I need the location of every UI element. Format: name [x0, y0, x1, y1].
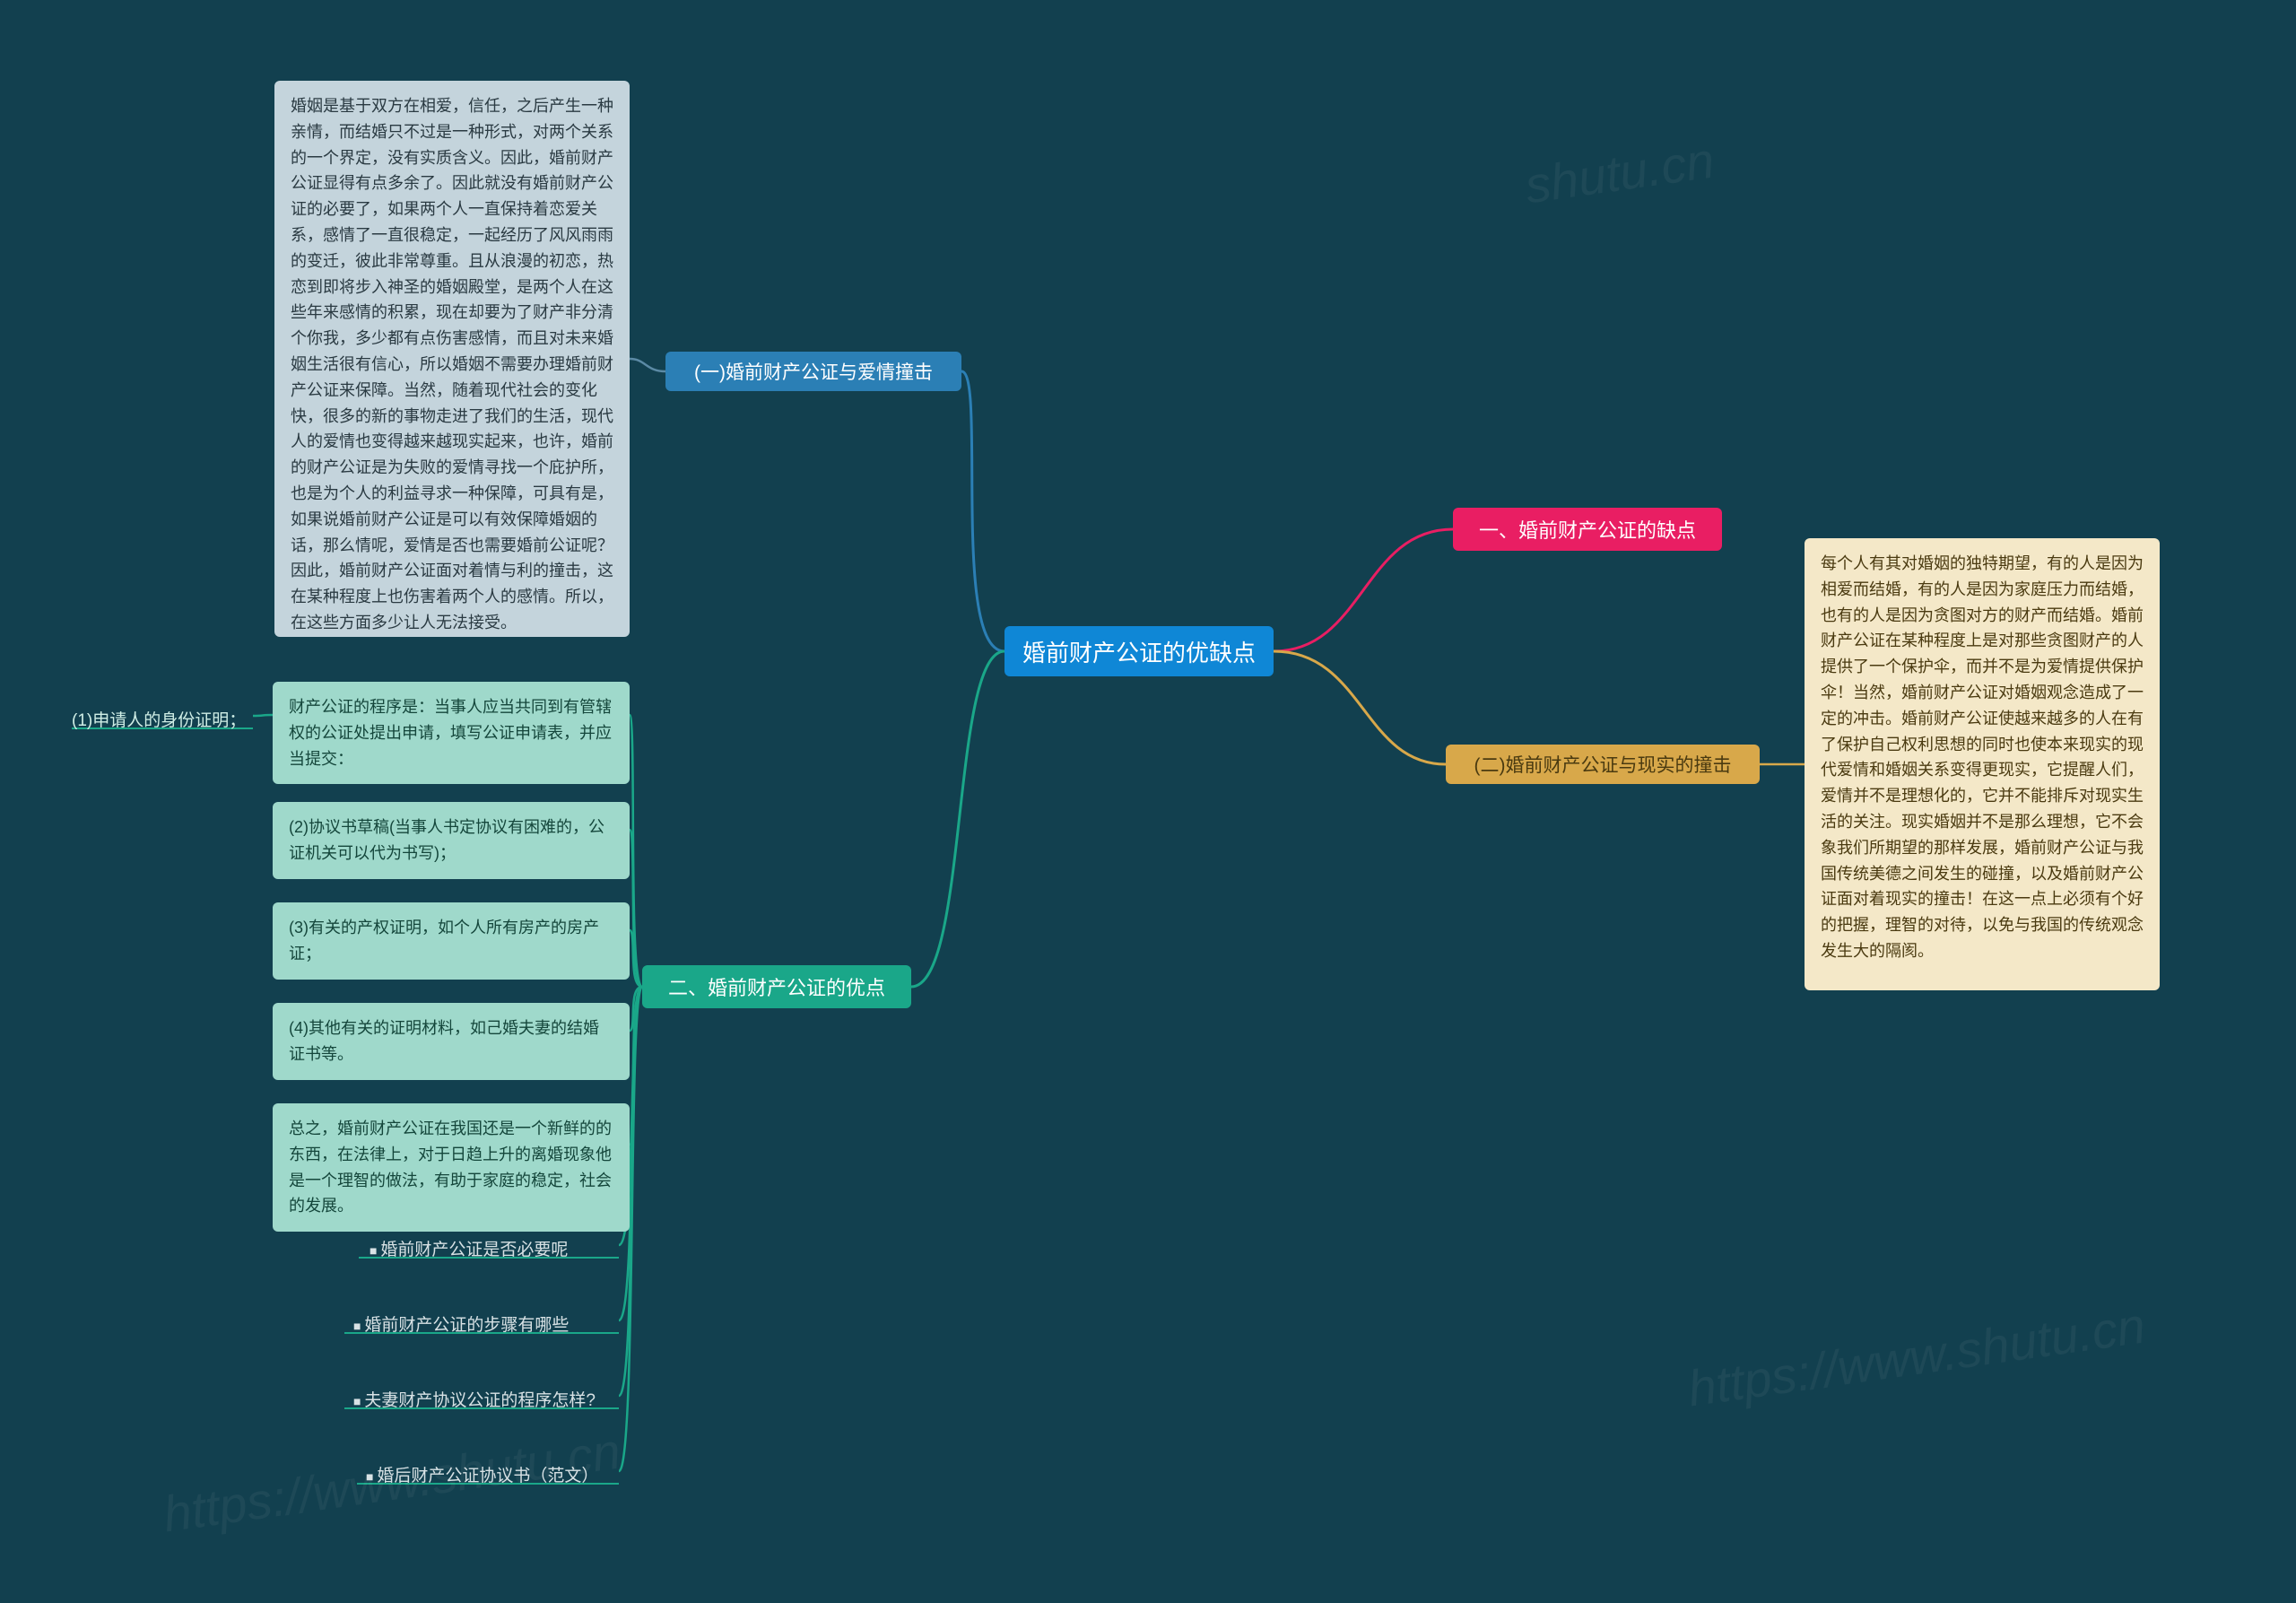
leaf-3: 婚后财产公证协议书（范文） [366, 1462, 598, 1486]
watermark: https://www.shutu.cn [1684, 1296, 2149, 1418]
leaf-1: 婚前财产公证的步骤有哪些 [353, 1311, 569, 1336]
branch-cons[interactable]: 一、婚前财产公证的缺点 [1453, 508, 1722, 551]
pros-item-1: (2)协议书草稿(当事人书定协议有困难的，公证机关可以代为书写)； [273, 802, 630, 879]
pros-item-4: 总之，婚前财产公证在我国还是一个新鲜的的东西，在法律上，对于日趋上升的离婚现象他… [273, 1103, 630, 1232]
pros-item-3: (4)其他有关的证明材料，如己婚夫妻的结婚证书等。 [273, 1003, 630, 1080]
textbox-real: 每个人有其对婚姻的独特期望，有的人是因为相爱而结婚，有的人是因为家庭压力而结婚，… [1805, 538, 2160, 990]
leaf-2: 夫妻财产协议公证的程序怎样? [353, 1387, 596, 1411]
watermark: shutu.cn [1522, 131, 1718, 215]
textbox-love: 婚姻是基于双方在相爱，信任，之后产生一种亲情，而结婚只不过是一种形式，对两个关系… [274, 81, 630, 637]
branch-pros[interactable]: 二、婚前财产公证的优点 [642, 965, 911, 1008]
sub-love[interactable]: (一)婚前财产公证与爱情撞击 [665, 352, 961, 391]
pros-item-0: 财产公证的程序是：当事人应当共同到有管辖权的公证处提出申请，填写公证申请表，并应… [273, 682, 630, 784]
sub-real[interactable]: (二)婚前财产公证与现实的撞击 [1446, 745, 1760, 784]
mindmap-canvas: https://www.shutu.cn https://www.shutu.c… [0, 0, 2296, 1603]
pros-item-2: (3)有关的产权证明，如个人所有房产的房产证； [273, 902, 630, 980]
leaf-0: 婚前财产公证是否必要呢 [370, 1236, 568, 1260]
root-node[interactable]: 婚前财产公证的优缺点 [1004, 626, 1274, 676]
id-leaf: (1)申请人的身份证明； [72, 707, 246, 731]
